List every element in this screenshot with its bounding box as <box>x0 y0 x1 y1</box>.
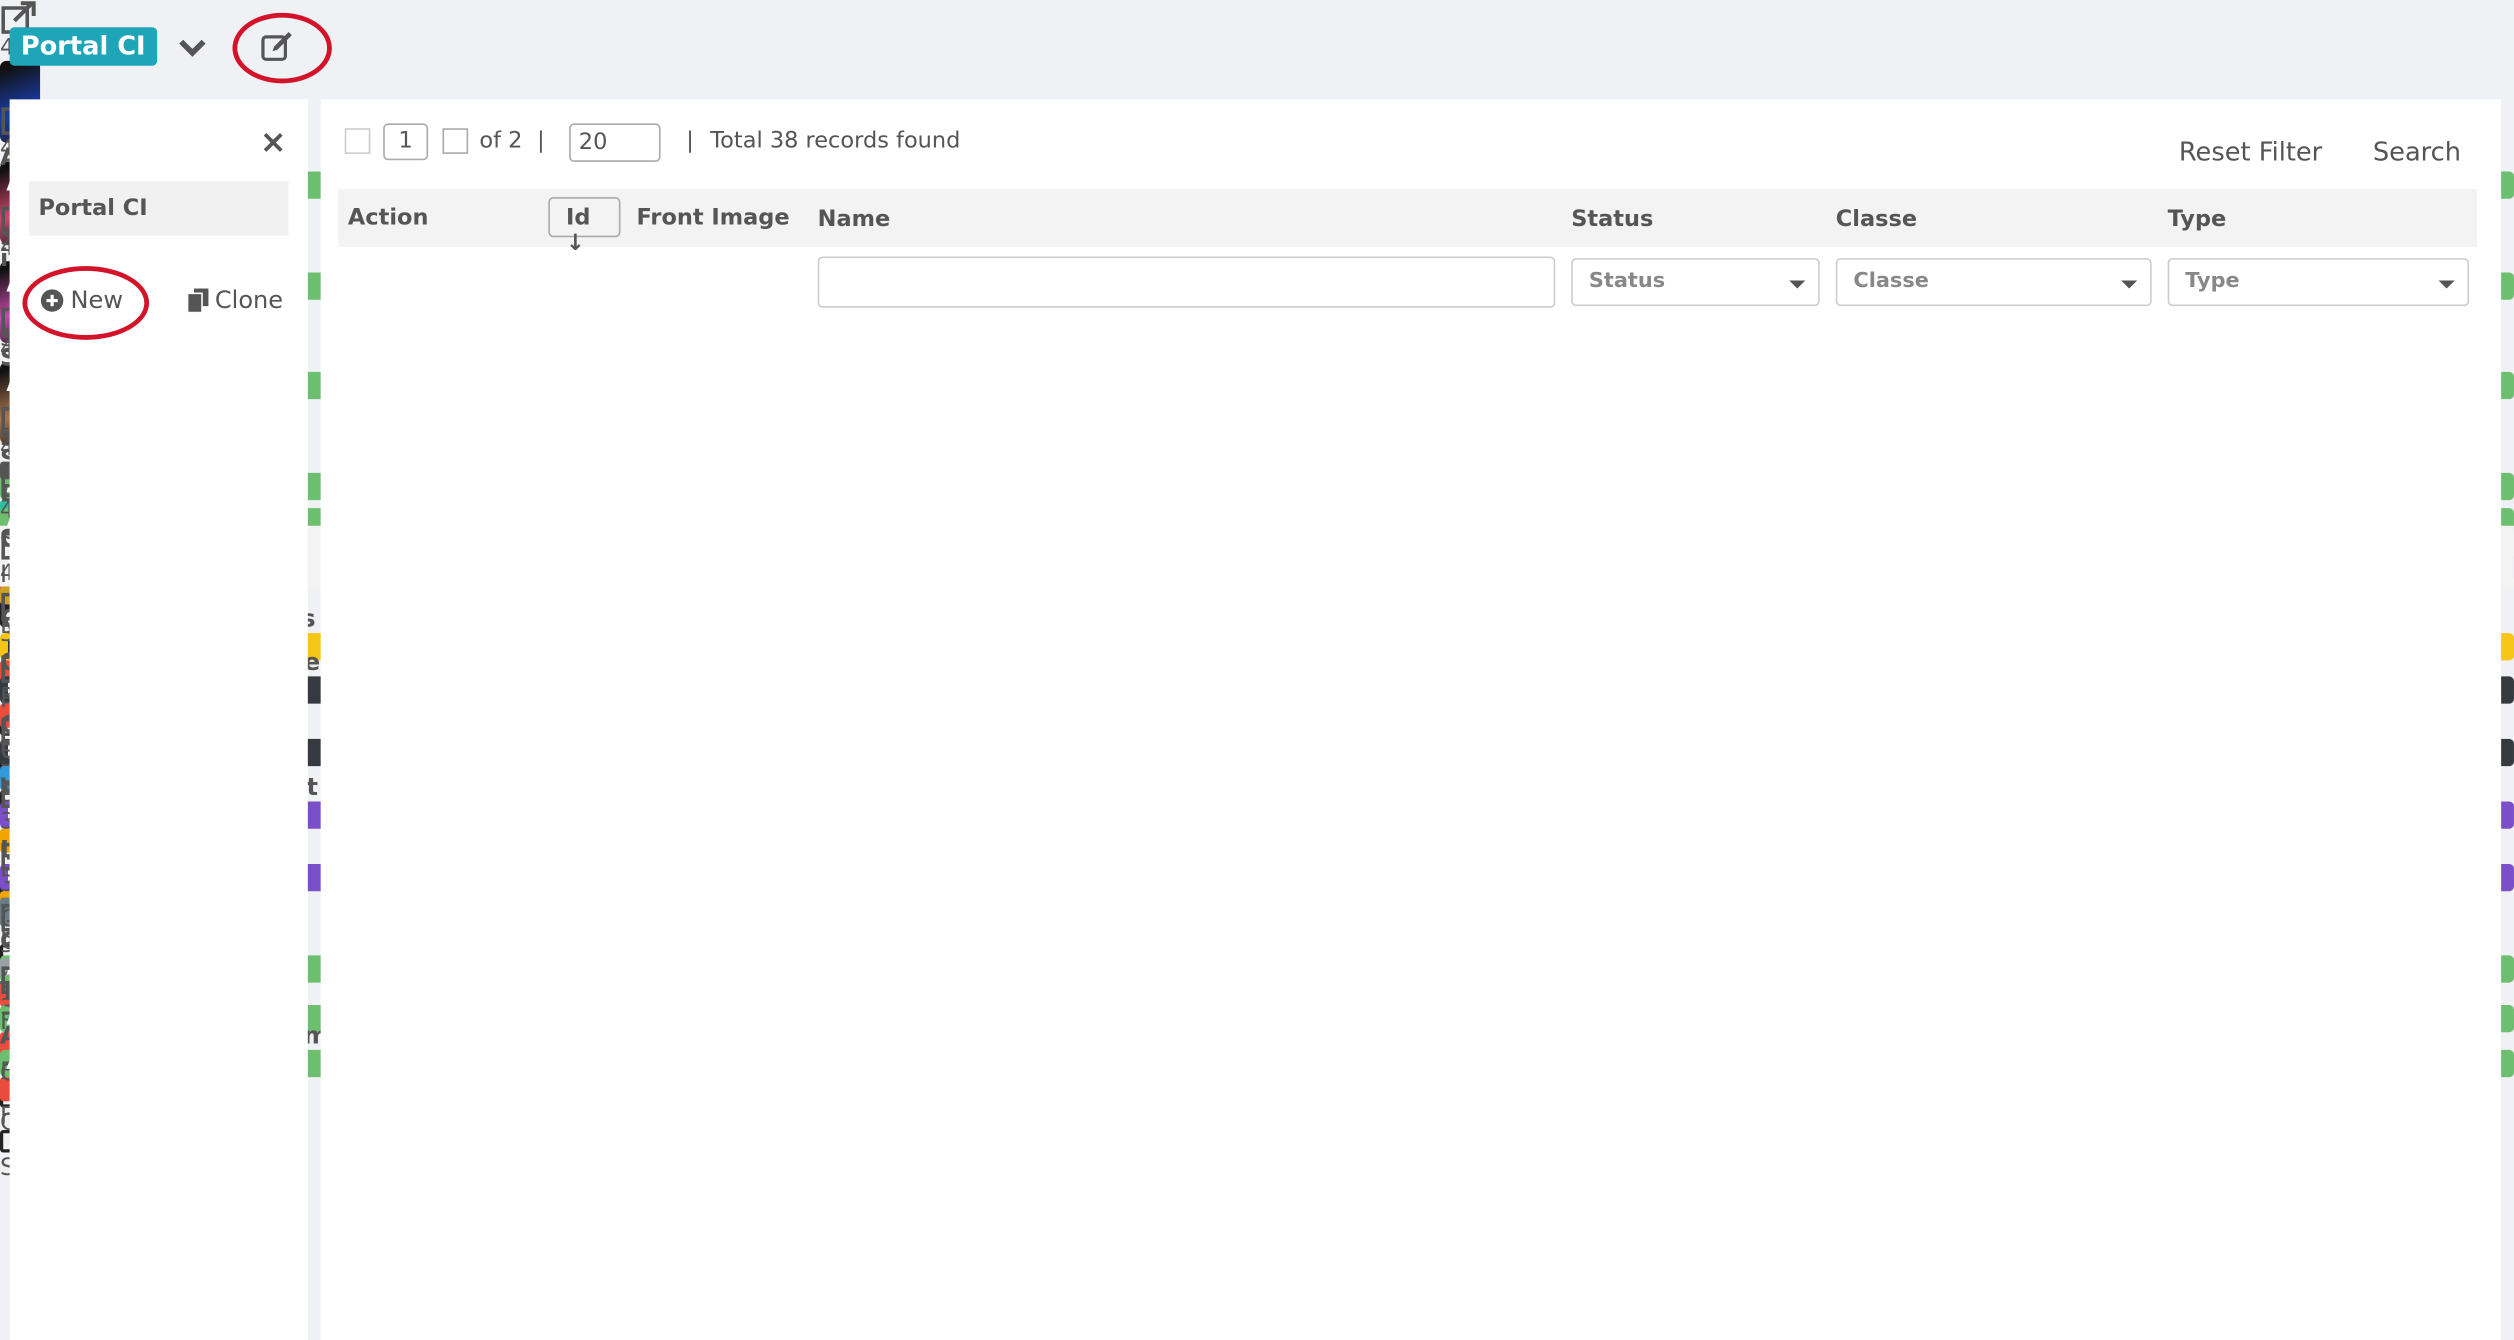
column-header: Classe <box>1835 206 1918 233</box>
status-filter[interactable]: Status <box>1571 258 1820 307</box>
sidebar-title: Portal CI <box>28 181 289 236</box>
sidebar: × Portal CI New Clone <box>9 99 308 1340</box>
close-button[interactable]: × <box>259 121 287 161</box>
page-count: of 2 <box>479 128 523 154</box>
column-header: Type <box>2167 206 2227 233</box>
table-header <box>338 189 2478 247</box>
prev-page[interactable] <box>344 128 371 154</box>
column-header: Name <box>817 206 891 233</box>
annotation-circle <box>232 12 332 84</box>
next-page[interactable] <box>442 128 469 154</box>
separator: | <box>537 128 545 154</box>
table-row[interactable]: 46Alcatel 1SActiveService Catalog <box>0 0 2514 252</box>
column-header: Action <box>347 205 429 231</box>
page-input[interactable]: 1 <box>383 123 429 161</box>
column-header: Status <box>1571 206 1654 233</box>
row-id: 46 <box>0 35 2514 61</box>
reset-filter[interactable]: Reset Filter <box>2178 136 2323 167</box>
column-header: Front Image <box>636 205 790 231</box>
annotation-circle <box>22 266 150 340</box>
page-size[interactable]: 20 <box>569 123 661 162</box>
column-header: Id <box>565 205 591 231</box>
clone-button[interactable]: Clone <box>214 285 284 315</box>
sort-header[interactable]: Id ↓ <box>548 197 621 256</box>
dropdown-chevron[interactable] <box>176 34 208 63</box>
clone-icon <box>187 288 209 313</box>
classe-filter[interactable]: Classe <box>1835 258 2152 307</box>
separator: | <box>686 128 694 154</box>
name-filter[interactable] <box>817 256 1556 308</box>
type-filter[interactable]: Type <box>2167 258 2470 307</box>
search-button[interactable]: Search <box>2372 136 2462 167</box>
app-title[interactable]: Portal CI <box>9 27 157 66</box>
record-count: Total 38 records found <box>710 128 961 154</box>
